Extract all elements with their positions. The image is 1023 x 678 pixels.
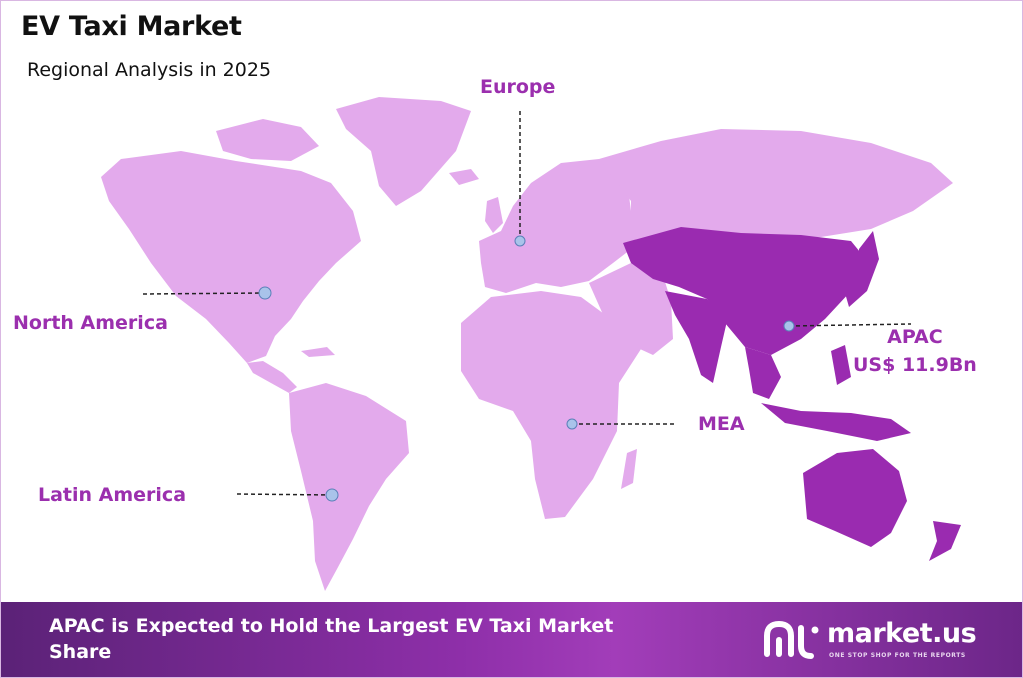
land-south-america xyxy=(289,383,409,591)
land-indonesia xyxy=(761,403,911,441)
banner-headline: APAC is Expected to Hold the Largest EV … xyxy=(49,615,614,663)
marker-europe xyxy=(514,235,526,247)
land-madagascar xyxy=(621,449,637,489)
region-label-apac-name: APAC xyxy=(887,326,943,348)
land-philippines xyxy=(831,345,851,385)
leader-line-apac xyxy=(788,323,912,327)
region-label-apac: APAC US$ 11.9Bn xyxy=(853,323,977,379)
page-title: EV Taxi Market xyxy=(21,11,242,42)
brand-name: market.us xyxy=(827,618,977,649)
land-india xyxy=(665,291,727,383)
footer-banner xyxy=(1,602,1022,677)
land-iceland xyxy=(449,169,479,185)
land-central-america xyxy=(247,361,297,393)
region-label-apac-value: US$ 11.9Bn xyxy=(853,354,977,376)
region-label-north-america: North America xyxy=(13,312,168,334)
land-middle-east xyxy=(589,263,673,355)
leader-line-north-america xyxy=(142,292,266,295)
marker-mea xyxy=(566,418,578,430)
leader-line-latin-america xyxy=(236,493,333,496)
land-north-asia xyxy=(599,129,953,245)
region-label-mea: MEA xyxy=(698,413,745,435)
market-us-logo-icon xyxy=(764,620,819,659)
land-china-east-asia xyxy=(623,227,869,355)
world-map xyxy=(101,97,961,591)
land-north-america xyxy=(101,151,361,363)
land-europe xyxy=(479,159,639,293)
land-caribbean xyxy=(301,347,335,357)
marker-latin-america xyxy=(325,488,339,502)
page-subtitle: Regional Analysis in 2025 xyxy=(27,59,272,81)
land-uk xyxy=(485,197,503,233)
region-label-latin-america: Latin America xyxy=(38,484,187,506)
land-greenland xyxy=(336,97,471,206)
land-new-zealand xyxy=(929,521,961,561)
region-label-europe: Europe xyxy=(480,76,556,98)
brand-tagline: ONE STOP SHOP FOR THE REPORTS xyxy=(829,652,966,659)
land-japan xyxy=(845,231,879,307)
land-southeast-asia xyxy=(745,347,781,399)
land-australia xyxy=(803,449,907,547)
marker-apac xyxy=(783,320,795,332)
land-arctic-islands xyxy=(216,119,319,161)
land-africa xyxy=(461,291,641,519)
marker-north-america xyxy=(258,286,272,300)
